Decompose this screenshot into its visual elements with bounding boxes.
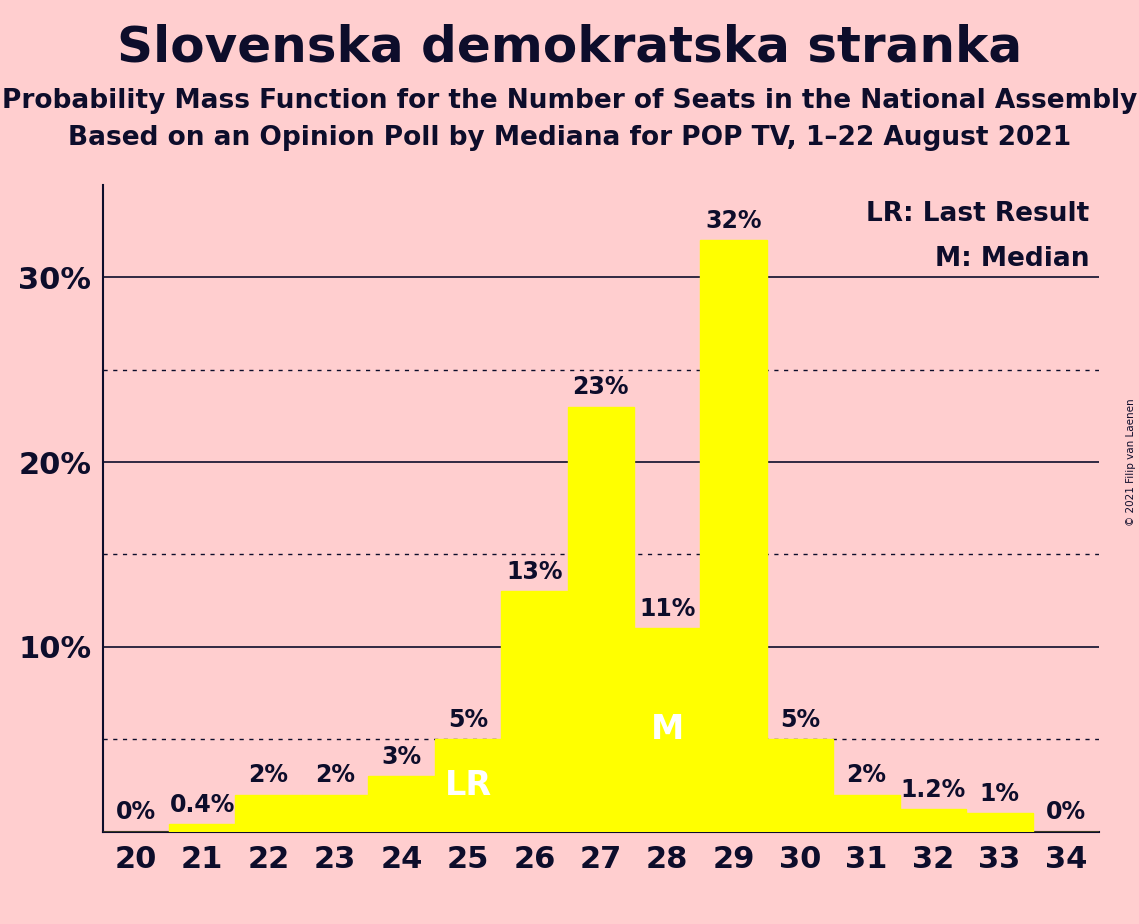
Text: 2%: 2% [316, 763, 355, 787]
Text: 0.4%: 0.4% [170, 793, 235, 817]
Text: 1%: 1% [980, 782, 1019, 806]
Bar [767, 739, 834, 832]
Text: © 2021 Filip van Laenen: © 2021 Filip van Laenen [1126, 398, 1136, 526]
Bar [501, 591, 567, 832]
Bar [169, 824, 236, 832]
Text: 1.2%: 1.2% [901, 778, 966, 802]
Text: 13%: 13% [506, 560, 563, 584]
Text: LR: Last Result: LR: Last Result [866, 201, 1089, 227]
Text: 11%: 11% [639, 597, 696, 621]
Text: 2%: 2% [846, 763, 886, 787]
Bar [567, 407, 634, 832]
Text: M: M [650, 713, 683, 747]
Text: Slovenska demokratska stranka: Slovenska demokratska stranka [117, 23, 1022, 71]
Text: M: Median: M: Median [935, 246, 1089, 273]
Bar [966, 813, 1033, 832]
Bar [435, 739, 501, 832]
Bar [634, 628, 700, 832]
Bar [834, 795, 900, 832]
Text: Probability Mass Function for the Number of Seats in the National Assembly: Probability Mass Function for the Number… [2, 88, 1137, 114]
Text: LR: LR [444, 769, 492, 802]
Bar [236, 795, 302, 832]
Text: 5%: 5% [448, 708, 487, 732]
Text: 23%: 23% [573, 375, 629, 399]
Text: 5%: 5% [780, 708, 820, 732]
Bar [368, 776, 435, 832]
Text: 3%: 3% [382, 745, 421, 769]
Text: Based on an Opinion Poll by Mediana for POP TV, 1–22 August 2021: Based on an Opinion Poll by Mediana for … [68, 125, 1071, 151]
Bar [302, 795, 368, 832]
Text: 0%: 0% [116, 800, 156, 824]
Text: 32%: 32% [705, 209, 762, 233]
Bar [700, 240, 767, 832]
Text: 0%: 0% [1046, 800, 1085, 824]
Bar [900, 809, 966, 832]
Text: 2%: 2% [248, 763, 288, 787]
